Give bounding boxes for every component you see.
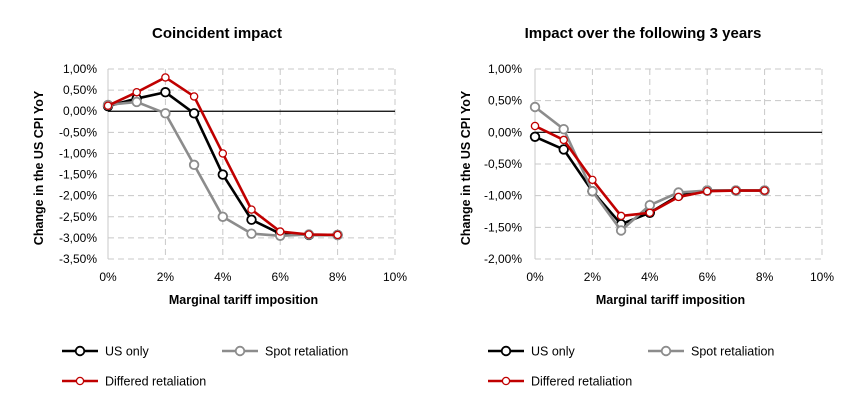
- data-point: [702, 186, 712, 196]
- x-tick-label: 6%: [699, 270, 717, 284]
- data-point: [247, 205, 256, 214]
- chart-title: Coincident impact: [152, 25, 282, 42]
- legend-entry: Spot retaliation: [222, 345, 348, 359]
- x-tick-label: 10%: [383, 270, 407, 284]
- x-tick-label: 0%: [526, 270, 544, 284]
- y-tick-label: -2,50%: [59, 210, 97, 224]
- y-tick-label: -0,50%: [59, 125, 97, 139]
- data-point: [131, 96, 142, 108]
- x-axis-label: Marginal tariff imposition: [596, 293, 745, 307]
- data-point: [760, 186, 769, 195]
- data-point: [161, 73, 170, 82]
- gridlines: [535, 68, 823, 260]
- data-point: [644, 199, 656, 211]
- chart-2: Impact over the following 3 years 1,00% 0,…: [459, 25, 834, 307]
- data-point: [731, 186, 741, 195]
- legend-label: Spot retaliation: [265, 345, 348, 359]
- x-tick-label: 8%: [756, 270, 774, 284]
- y-tick-label: 0,00%: [488, 125, 522, 139]
- x-tick-label: 6%: [272, 270, 290, 284]
- legend-swatch-marker: [75, 376, 85, 386]
- y-tick-label: 0,50%: [63, 83, 97, 97]
- legend-label: Differed retaliation: [105, 375, 206, 389]
- y-tick-label: 0,00%: [63, 104, 97, 118]
- legend-swatch-marker: [501, 376, 511, 386]
- legend-entry: Differed retaliation: [62, 375, 206, 389]
- data-point: [530, 121, 540, 131]
- x-tick-label: 4%: [214, 270, 232, 284]
- legend-2: US only Spot retaliation Differed retaliat…: [488, 345, 774, 389]
- data-point: [246, 228, 257, 239]
- legend-swatch-marker: [234, 345, 246, 357]
- y-tick-label: 1,00%: [63, 62, 97, 76]
- data-point: [304, 230, 314, 239]
- legend-label: Spot retaliation: [691, 345, 774, 359]
- data-point: [275, 227, 285, 236]
- data-point: [558, 123, 569, 135]
- y-tick-label: -1,50%: [484, 220, 522, 234]
- data-point: [160, 87, 171, 98]
- data-point: [559, 135, 568, 145]
- data-point: [103, 101, 113, 110]
- legend-swatch-marker: [74, 345, 86, 357]
- x-tick-label: 0%: [99, 270, 117, 284]
- legend-1: US only Spot retaliation Differed retaliat…: [62, 345, 348, 389]
- legend-label: Differed retaliation: [531, 375, 632, 389]
- data-point: [132, 87, 141, 97]
- y-tick-label: -3,50%: [59, 252, 97, 266]
- data-point: [246, 214, 257, 225]
- data-point: [529, 131, 541, 142]
- data-point: [588, 175, 597, 185]
- legend-entry: US only: [488, 345, 576, 359]
- legend-swatch-marker: [500, 345, 512, 357]
- data-point: [529, 101, 541, 113]
- y-tick-label: -2,00%: [484, 252, 522, 266]
- data-point: [674, 192, 683, 202]
- legend-entry: US only: [62, 345, 150, 359]
- y-tick-label: -1,50%: [59, 168, 97, 182]
- data-point: [188, 108, 200, 119]
- series-differed-retaliation: [103, 73, 342, 240]
- y-tick-label: -3,00%: [59, 231, 97, 245]
- chart-title: Impact over the following 3 years: [525, 25, 762, 42]
- legend-entry: Spot retaliation: [648, 345, 774, 359]
- data-point: [333, 230, 342, 240]
- data-point: [188, 159, 200, 171]
- data-point: [616, 211, 626, 221]
- x-tick-label: 2%: [584, 270, 602, 284]
- y-tick-label: -1,00%: [484, 189, 522, 203]
- data-point: [217, 211, 229, 222]
- x-tick-label: 2%: [157, 270, 175, 284]
- data-point: [645, 208, 655, 218]
- legend-label: US only: [105, 345, 150, 359]
- x-tick-label: 4%: [641, 270, 659, 284]
- x-tick-label: 8%: [329, 270, 347, 284]
- data-point: [189, 92, 199, 101]
- x-axis-label: Marginal tariff imposition: [169, 293, 318, 307]
- data-point: [587, 186, 598, 197]
- series-differed-retaliation: [530, 121, 769, 221]
- chart-1: Coincident impact 1,00% 0,50% 0,00% -0,50% -1…: [32, 25, 407, 307]
- data-point: [160, 108, 171, 119]
- y-tick-label: -0,50%: [484, 157, 522, 171]
- data-point: [218, 149, 228, 158]
- y-tick-label: -2,00%: [59, 189, 97, 203]
- y-tick-label: 1,00%: [488, 62, 522, 76]
- y-tick-label: 0,50%: [488, 94, 522, 108]
- data-point: [615, 225, 627, 236]
- data-point: [558, 144, 569, 155]
- legend-swatch-marker: [660, 345, 672, 357]
- data-point: [217, 169, 229, 180]
- x-tick-label: 10%: [810, 270, 834, 284]
- y-tick-label: -1,00%: [59, 146, 97, 160]
- y-axis-label: Change in the US CPI YoY: [32, 90, 46, 245]
- legend-entry: Differed retaliation: [488, 375, 632, 389]
- y-axis-label: Change in the US CPI YoY: [459, 90, 473, 245]
- legend-label: US only: [531, 345, 576, 359]
